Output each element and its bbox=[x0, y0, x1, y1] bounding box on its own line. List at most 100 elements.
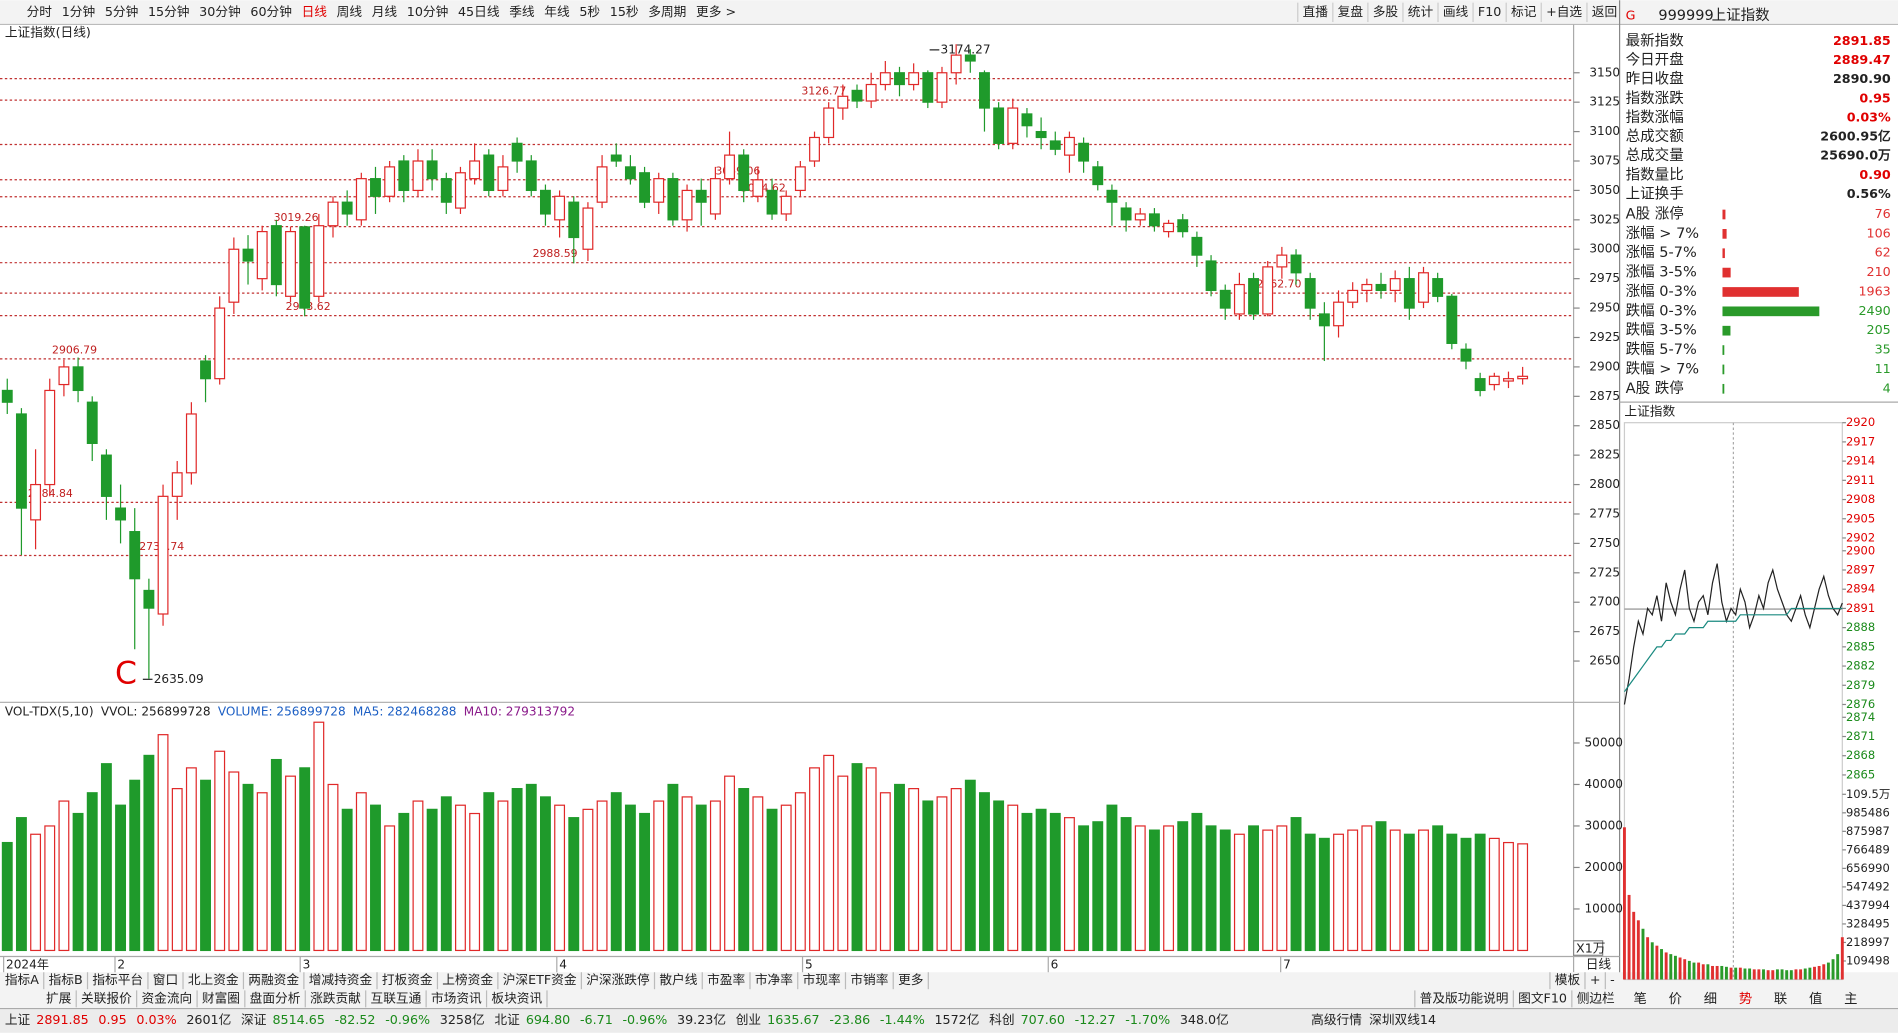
tab[interactable]: 沪深ETF资金 bbox=[503, 972, 577, 987]
tab[interactable]: 更多 bbox=[898, 972, 923, 987]
tab[interactable]: 增减持资金 bbox=[309, 972, 373, 987]
quote-value: 0.56% bbox=[1847, 186, 1891, 201]
side-tab[interactable]: 主 bbox=[1844, 991, 1857, 1007]
tab[interactable]: 市净率 bbox=[755, 972, 793, 987]
toolbar-button[interactable]: F10 bbox=[1478, 4, 1501, 19]
tab[interactable]: 沪深涨跌停 bbox=[586, 972, 650, 987]
candle-body bbox=[270, 225, 282, 286]
intraday-volume-bar bbox=[1813, 966, 1816, 980]
volume-bar bbox=[299, 767, 311, 952]
tab[interactable]: 市盈率 bbox=[707, 972, 745, 987]
tab[interactable]: 两融资金 bbox=[248, 972, 299, 987]
tab[interactable]: 财富圈 bbox=[202, 990, 240, 1005]
period-button[interactable]: 5秒 bbox=[579, 4, 600, 19]
tab[interactable]: 上榜资金 bbox=[442, 972, 493, 987]
period-button[interactable]: 5分钟 bbox=[105, 4, 138, 19]
volume-bar bbox=[908, 788, 920, 952]
period-button[interactable]: 60分钟 bbox=[250, 4, 292, 19]
volume-bar bbox=[115, 804, 127, 952]
intraday-volume-bar bbox=[1632, 911, 1636, 980]
tab[interactable]: 北上资金 bbox=[188, 972, 239, 987]
toolbar-button[interactable]: +自选 bbox=[1546, 4, 1582, 19]
toolbar-button[interactable]: 多股 bbox=[1373, 4, 1399, 19]
y-tick-label: 2905 bbox=[1846, 511, 1875, 525]
tab[interactable]: 互联互通 bbox=[371, 990, 422, 1005]
toolbar-button[interactable]: 统计 bbox=[1408, 4, 1434, 19]
side-tab[interactable]: 值 bbox=[1809, 991, 1822, 1007]
tab[interactable]: 市现率 bbox=[803, 972, 841, 987]
tab[interactable]: 打板资金 bbox=[382, 972, 433, 987]
intraday-volume-bar bbox=[1664, 952, 1668, 980]
toolbar-button[interactable]: 直播 bbox=[1303, 4, 1329, 19]
y-tick-label: 218997 bbox=[1846, 935, 1890, 949]
tab[interactable]: 盘面分析 bbox=[250, 990, 301, 1005]
status-bg bbox=[0, 1008, 1898, 1033]
period-button[interactable]: 年线 bbox=[544, 4, 570, 19]
level-label: 3019.26 bbox=[274, 211, 319, 224]
side-tab[interactable]: 价 bbox=[1669, 992, 1682, 1007]
period-button[interactable]: 45日线 bbox=[458, 4, 500, 19]
tab[interactable]: 扩展 bbox=[46, 990, 72, 1005]
tab[interactable]: 模板 bbox=[1555, 972, 1581, 987]
candle-body bbox=[1191, 236, 1203, 256]
tab[interactable]: + bbox=[1590, 972, 1601, 987]
status-value: 2601亿 bbox=[186, 1012, 231, 1027]
side-tab[interactable]: 细 bbox=[1704, 991, 1717, 1007]
tab[interactable]: 关联报价 bbox=[81, 990, 132, 1005]
period-button[interactable]: 日线 bbox=[302, 4, 328, 19]
tab[interactable]: 市场资讯 bbox=[431, 990, 482, 1005]
period-button[interactable]: 10分钟 bbox=[407, 4, 449, 19]
tab[interactable]: 板块资讯 bbox=[491, 990, 542, 1005]
toolbar-button[interactable]: 画线 bbox=[1443, 4, 1469, 19]
quote-label: 最新指数 bbox=[1626, 32, 1685, 49]
period-button[interactable]: 15分钟 bbox=[148, 4, 190, 19]
period-button[interactable]: 1分钟 bbox=[62, 4, 95, 19]
toolbar-button[interactable]: 复盘 bbox=[1338, 4, 1364, 19]
tab[interactable]: 散户线 bbox=[659, 972, 697, 987]
status-item[interactable]: 高级行情 bbox=[1311, 1012, 1362, 1027]
side-tab[interactable]: 联 bbox=[1774, 991, 1787, 1007]
volume-bar bbox=[539, 796, 551, 952]
period-button[interactable]: 更多 > bbox=[696, 4, 736, 19]
tab[interactable]: - bbox=[1610, 972, 1615, 987]
breadth-label: 跌幅 > 7% bbox=[1626, 360, 1699, 377]
toolbar-button[interactable]: 返回 bbox=[1592, 4, 1617, 19]
y-tick-label: 437994 bbox=[1846, 898, 1890, 912]
candle-body bbox=[1134, 213, 1146, 221]
status-item[interactable]: 深圳双线14 bbox=[1369, 1012, 1436, 1027]
tab[interactable]: 图文F10 bbox=[1518, 990, 1567, 1005]
tab[interactable]: 侧边栏 bbox=[1577, 990, 1615, 1005]
tab[interactable]: 指标平台 bbox=[92, 972, 143, 987]
tab[interactable]: 市销率 bbox=[850, 972, 888, 987]
tab[interactable]: 指标B bbox=[49, 972, 83, 987]
tab[interactable]: 资金流向 bbox=[141, 990, 192, 1005]
period-button[interactable]: 多周期 bbox=[648, 4, 686, 19]
period-button[interactable]: 季线 bbox=[509, 4, 535, 19]
intraday-volume-bar bbox=[1697, 962, 1701, 980]
tab[interactable]: 窗口 bbox=[153, 972, 178, 987]
volume-bar bbox=[30, 833, 42, 952]
side-tab[interactable]: 笔 bbox=[1634, 991, 1647, 1007]
candle-body bbox=[1078, 142, 1090, 162]
candle-body bbox=[950, 54, 962, 74]
period-button[interactable]: 分时 bbox=[27, 4, 53, 19]
breadth-value: 2490 bbox=[1858, 303, 1890, 318]
volume-bar bbox=[171, 788, 183, 952]
status-value: 694.80 bbox=[526, 1012, 570, 1027]
status-value: 0.95 bbox=[98, 1012, 126, 1027]
intraday-volume-bar bbox=[1831, 959, 1835, 980]
period-button[interactable]: 30分钟 bbox=[199, 4, 241, 19]
intraday-volume-bar bbox=[1622, 827, 1626, 980]
y-tick-label: 2908 bbox=[1846, 492, 1875, 506]
y-tick-label: 2850 bbox=[1589, 418, 1620, 432]
period-button[interactable]: 15秒 bbox=[610, 4, 639, 19]
tab[interactable]: 普及版功能说明 bbox=[1420, 990, 1509, 1005]
tab[interactable]: 指标A bbox=[5, 972, 39, 987]
tab[interactable]: 涨跌贡献 bbox=[310, 990, 361, 1005]
period-button[interactable]: 月线 bbox=[372, 4, 398, 19]
y-tick-label: 50000 bbox=[1584, 735, 1622, 749]
toolbar-button[interactable]: 标记 bbox=[1511, 4, 1537, 19]
side-tab[interactable]: 势 bbox=[1739, 991, 1752, 1007]
period-button[interactable]: 周线 bbox=[337, 4, 363, 19]
